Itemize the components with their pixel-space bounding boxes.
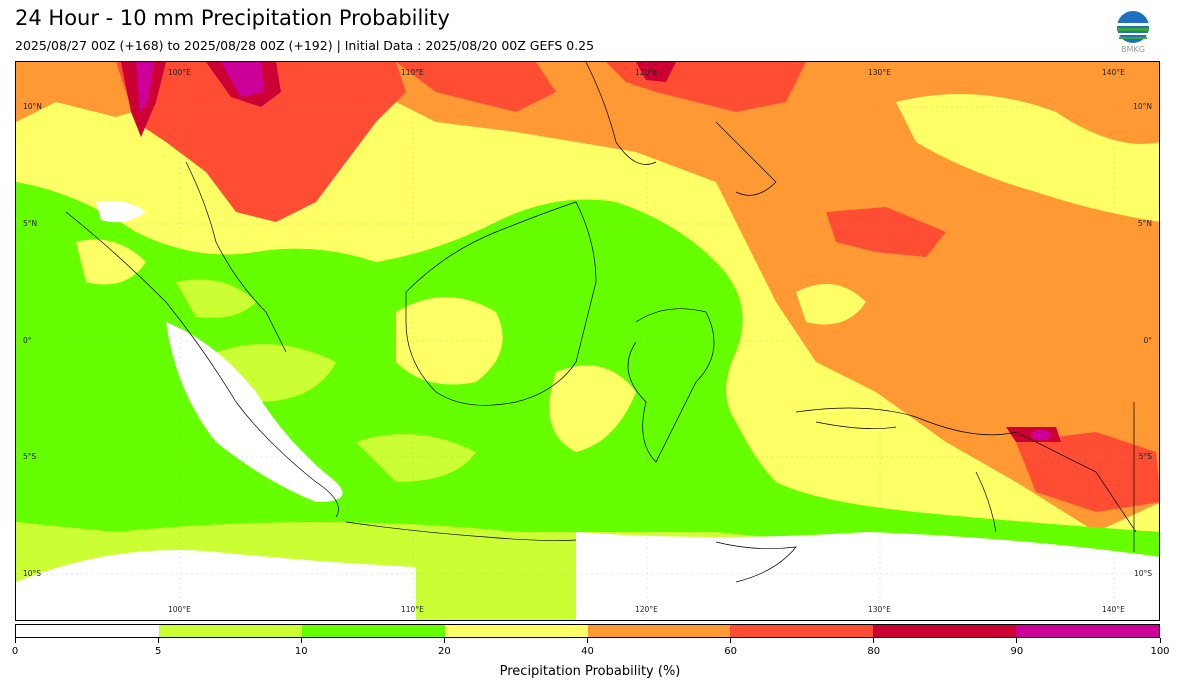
- colorbar-tick-label: 0: [11, 646, 19, 657]
- lat-label-0-left: 0°: [23, 336, 32, 345]
- colorbar-tick-mark: [1159, 638, 1161, 643]
- colorbar: [15, 624, 1160, 638]
- colorbar-tick-label: 40: [581, 646, 594, 657]
- colorbar-segment: [730, 625, 874, 637]
- lon-label-120e-bottom: 120°E: [635, 605, 658, 614]
- lon-label-110e-top: 110°E: [401, 68, 424, 77]
- colorbar-tick-mark: [14, 638, 16, 643]
- colorbar-segment: [444, 625, 588, 637]
- colorbar-tick-mark: [1016, 638, 1018, 643]
- lat-label-10s-right: 10°S: [1133, 569, 1152, 578]
- chart-title: 24 Hour - 10 mm Precipitation Probabilit…: [15, 6, 450, 30]
- colorbar-segment: [158, 625, 302, 637]
- colorbar-label: Precipitation Probability (%): [499, 664, 681, 679]
- colorbar-segment: [873, 625, 1017, 637]
- lon-label-100e-top: 100°E: [168, 68, 191, 77]
- lon-label-130e-top: 130°E: [868, 68, 891, 77]
- bmkg-logo: BMKG: [1114, 10, 1152, 56]
- colorbar-tick-label: 10: [294, 646, 308, 657]
- colorbar-segment: [16, 625, 159, 637]
- lon-label-100e-bottom: 100°E: [168, 605, 191, 614]
- colorbar-tick-label: 5: [154, 646, 162, 657]
- colorbar-segment: [1016, 625, 1159, 637]
- lat-label-10n-right: 10°N: [1133, 102, 1152, 111]
- lon-label-110e-bottom: 110°E: [401, 605, 424, 614]
- logo-text: BMKG: [1121, 45, 1145, 54]
- lon-label-120e-top: 120°E: [635, 68, 658, 77]
- lat-label-10s-left: 10°S: [23, 569, 42, 578]
- lat-label-5s-left: 5°S: [23, 452, 37, 461]
- colorbar-tick-mark: [873, 638, 875, 643]
- lon-label-140e-top: 140°E: [1102, 68, 1125, 77]
- colorbar-tick-label: 90: [1010, 646, 1024, 657]
- probability-field: [16, 62, 1159, 620]
- colorbar-tick-mark: [587, 638, 588, 643]
- lon-label-130e-bottom: 130°E: [868, 605, 891, 614]
- colorbar-tick-label: 80: [867, 646, 881, 657]
- chart-subtitle: 2025/08/27 00Z (+168) to 2025/08/28 00Z …: [15, 38, 595, 53]
- colorbar-tick-label: 100: [1150, 646, 1170, 657]
- colorbar-segment: [301, 625, 445, 637]
- lat-label-0-right: 0°: [1143, 336, 1152, 345]
- colorbar-tick-label: 60: [724, 646, 737, 657]
- lat-label-10n-left: 10°N: [23, 102, 42, 111]
- lat-label-5n-left: 5°N: [23, 219, 38, 228]
- lon-label-140e-bottom: 140°E: [1102, 605, 1125, 614]
- precipitation-map: 100°E 110°E 120°E 130°E 140°E 100°E 110°…: [15, 61, 1160, 621]
- colorbar-tick-mark: [300, 638, 302, 643]
- colorbar-segment: [587, 625, 731, 637]
- lat-label-5n-right: 5°N: [1137, 219, 1152, 228]
- colorbar-tick-label: 20: [438, 646, 451, 657]
- lat-label-5s-right: 5°S: [1138, 452, 1152, 461]
- colorbar-tick-mark: [730, 638, 732, 643]
- colorbar-tick-mark: [157, 638, 159, 643]
- colorbar-tick-mark: [443, 638, 445, 643]
